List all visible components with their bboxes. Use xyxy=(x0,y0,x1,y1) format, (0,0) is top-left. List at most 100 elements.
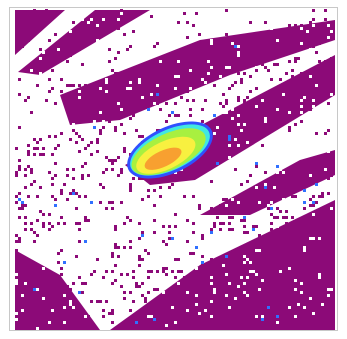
noise-pixel xyxy=(273,156,276,159)
noise-pixel xyxy=(204,81,207,84)
noise-pixel xyxy=(75,141,78,144)
noise-pixel xyxy=(114,225,117,228)
noise-pixel xyxy=(129,183,132,186)
noise-pixel xyxy=(168,81,171,84)
noise-pixel xyxy=(126,150,129,153)
noise-pixel xyxy=(324,273,327,276)
noise-pixel xyxy=(255,123,258,126)
noise-pixel xyxy=(276,165,279,168)
noise-pixel xyxy=(24,222,27,225)
noise-pixel xyxy=(33,285,36,288)
noise-pixel xyxy=(42,222,45,225)
noise-pixel xyxy=(276,102,279,105)
noise-pixel xyxy=(330,174,333,177)
noise-pixel xyxy=(114,144,117,147)
noise-pixel xyxy=(90,300,93,303)
noise-pixel xyxy=(51,177,54,180)
noise-pixel xyxy=(195,246,198,249)
noise-pixel xyxy=(39,72,42,75)
noise-pixel xyxy=(159,252,162,255)
noise-pixel xyxy=(192,231,195,234)
noise-pixel xyxy=(132,249,135,252)
noise-pixel xyxy=(249,24,252,27)
noise-pixel xyxy=(111,252,114,255)
noise-pixel xyxy=(225,90,228,93)
noise-pixel xyxy=(207,60,210,63)
noise-pixel xyxy=(309,267,312,270)
noise-pixel xyxy=(261,84,264,87)
noise-pixel xyxy=(186,36,189,39)
noise-pixel xyxy=(129,45,132,48)
noise-pixel xyxy=(231,42,234,45)
noise-pixel xyxy=(201,75,204,78)
noise-pixel xyxy=(324,39,327,42)
noise-pixel xyxy=(210,39,213,42)
noise-pixel xyxy=(90,201,93,204)
noise-pixel xyxy=(315,273,318,276)
noise-pixel xyxy=(276,33,279,36)
noise-pixel xyxy=(39,210,42,213)
noise-pixel xyxy=(36,51,39,54)
noise-pixel xyxy=(264,183,267,186)
noise-pixel xyxy=(243,210,246,213)
noise-pixel xyxy=(138,222,141,225)
noise-pixel xyxy=(189,252,192,255)
noise-pixel xyxy=(48,171,51,174)
noise-pixel xyxy=(285,120,288,123)
noise-pixel xyxy=(243,219,246,222)
noise-pixel xyxy=(117,156,120,159)
noise-pixel xyxy=(252,120,255,123)
noise-pixel xyxy=(240,60,243,63)
noise-pixel xyxy=(288,306,291,309)
noise-pixel xyxy=(285,222,288,225)
noise-pixel xyxy=(285,216,288,219)
noise-pixel xyxy=(36,291,39,294)
noise-pixel xyxy=(276,243,279,246)
noise-pixel xyxy=(309,51,312,54)
noise-pixel xyxy=(276,219,279,222)
noise-pixel xyxy=(66,198,69,201)
noise-pixel xyxy=(198,63,201,66)
noise-pixel xyxy=(330,87,333,90)
noise-pixel xyxy=(21,138,24,141)
noise-pixel xyxy=(96,141,99,144)
noise-pixel xyxy=(177,18,180,21)
noise-pixel xyxy=(315,240,318,243)
noise-pixel xyxy=(144,306,147,309)
noise-pixel xyxy=(198,252,201,255)
noise-pixel xyxy=(273,63,276,66)
noise-pixel xyxy=(39,159,42,162)
noise-pixel xyxy=(24,174,27,177)
noise-pixel xyxy=(321,210,324,213)
noise-pixel xyxy=(204,258,207,261)
noise-pixel xyxy=(15,318,18,321)
noise-pixel xyxy=(249,216,252,219)
noise-pixel xyxy=(201,36,204,39)
noise-pixel xyxy=(330,207,333,210)
noise-pixel xyxy=(54,309,57,312)
noise-pixel xyxy=(252,270,255,273)
noise-pixel xyxy=(96,156,99,159)
noise-pixel xyxy=(306,60,309,63)
noise-pixel xyxy=(96,300,99,303)
noise-pixel xyxy=(291,33,294,36)
noise-pixel xyxy=(123,147,126,150)
noise-pixel xyxy=(189,69,192,72)
noise-pixel xyxy=(312,195,315,198)
noise-pixel xyxy=(312,264,315,267)
noise-pixel xyxy=(81,18,84,21)
noise-pixel xyxy=(183,48,186,51)
noise-pixel xyxy=(300,27,303,30)
noise-pixel xyxy=(318,42,321,45)
noise-pixel xyxy=(120,273,123,276)
noise-pixel xyxy=(264,66,267,69)
noise-pixel xyxy=(309,237,312,240)
noise-pixel xyxy=(297,18,300,21)
noise-pixel xyxy=(303,306,306,309)
noise-pixel xyxy=(285,192,288,195)
noise-pixel xyxy=(294,234,297,237)
noise-pixel xyxy=(66,84,69,87)
noise-pixel xyxy=(237,45,240,48)
noise-pixel xyxy=(204,309,207,312)
noise-pixel xyxy=(105,168,108,171)
